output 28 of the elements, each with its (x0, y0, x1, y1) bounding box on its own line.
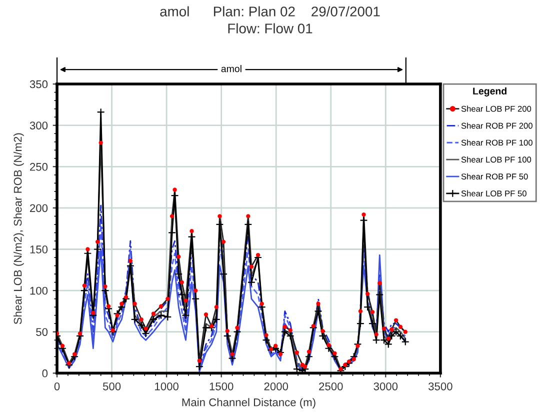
x-tick-label: 2000 (264, 382, 288, 390)
legend-label: Shear ROB PF 50 (461, 173, 528, 180)
y-tick-label: 0 (42, 369, 48, 378)
x-tick-label: 0 (54, 382, 60, 390)
chart-title: amol Plan: Plan 02 29/07/2001 Flow: Flow 01 (160, 6, 380, 34)
y-axis-title: Shear LOB (N/m2), Shear ROB (N/m2) (14, 133, 24, 324)
legend-label: Shear LOB PF 200 (461, 106, 532, 112)
y-tick-label: 200 (30, 204, 48, 212)
x-axis-title: Main Channel Distance (m) (182, 398, 316, 408)
text: amol (221, 65, 242, 72)
y-tick-label: 50 (36, 328, 48, 336)
line-series (57, 248, 406, 372)
x-tick-label: 3000 (374, 382, 398, 390)
x-tick-label: 500 (102, 382, 121, 390)
x-tick-label: 3500 (428, 382, 452, 390)
y-tick-label: 300 (30, 122, 48, 130)
legend-label: Shear ROB PF 200 (461, 122, 532, 129)
legend-title: Legend (473, 87, 506, 96)
y-tick-label: 250 (30, 162, 48, 171)
x-tick-label: 2500 (319, 382, 343, 390)
y-tick-label: 350 (30, 80, 48, 88)
y-tick-label: 150 (30, 246, 48, 254)
x-tick-label: 1000 (155, 382, 178, 390)
legend-label: Shear LOB PF 50 (461, 190, 526, 196)
x-tick-label: 1500 (210, 382, 234, 390)
legend-label: Shear ROB PF 100 (461, 140, 532, 146)
y-tick-label: 100 (30, 286, 48, 295)
legend-label: Shear LOB PF 100 (461, 156, 532, 163)
